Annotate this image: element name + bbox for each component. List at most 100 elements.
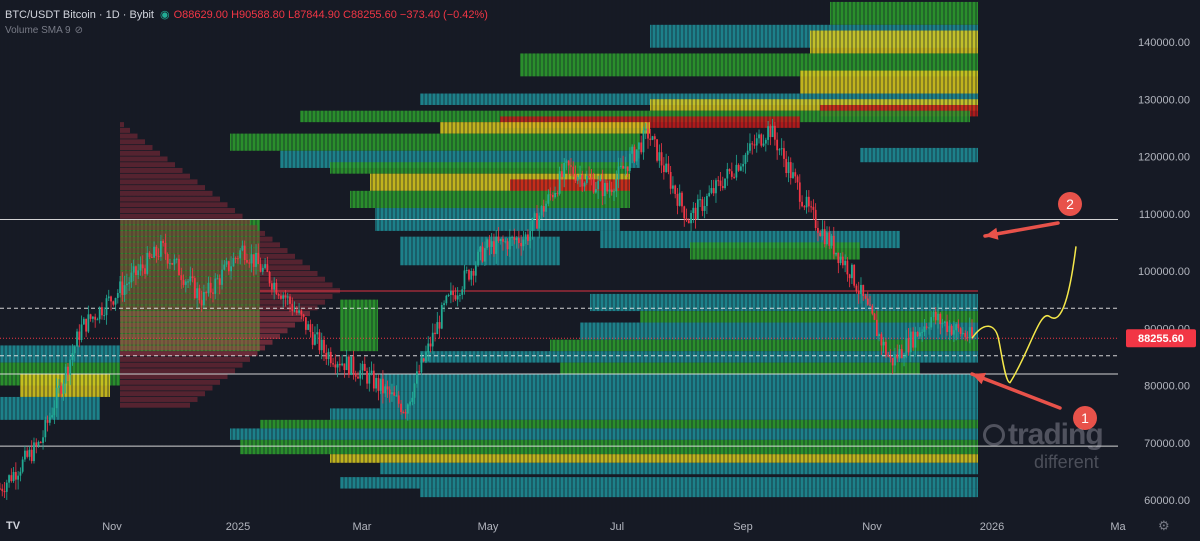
candle-body [803,206,806,208]
candle-body [753,144,756,146]
candle-body [132,266,135,273]
arrow-2-head [985,227,999,240]
candle-body [62,383,65,394]
candle-body [300,310,303,315]
candle-body [937,313,939,321]
volume-profile-bar [120,208,235,214]
candle-body [871,305,874,314]
candle-body [622,165,624,169]
price-axis[interactable]: 140000.00 130000.00 120000.00 110000.00 1000… [1118,0,1200,541]
candle-body [55,387,58,409]
candle-body [762,143,765,146]
hide-eye-icon[interactable]: ⊘ [74,25,83,36]
watermark-logo-icon [983,424,1005,446]
volume-profile-bar [120,219,250,225]
candle-body [363,363,366,371]
annotation-arrows[interactable]: 21 [970,192,1097,430]
candle-body [900,349,903,359]
candle-body [277,294,280,296]
marker-1[interactable] [1073,406,1097,430]
arrow-1-head [972,372,986,385]
candle-body [798,182,801,202]
candle-body [218,278,221,285]
candle-body [862,284,865,296]
candle-body [574,174,577,181]
candle-body [631,146,634,154]
candle-body [320,339,323,351]
candle-body [28,449,31,457]
candle-body [266,264,269,273]
candle-body [866,298,869,305]
candle-body [787,162,790,174]
candle-body [832,235,835,255]
last-price-badge[interactable] [1126,329,1196,348]
candle-body [594,189,597,193]
candle-body [785,158,788,174]
candle-body [379,378,382,391]
candle-body [801,201,803,207]
candle-body [504,241,507,243]
time-tick-label: 2025 [226,521,250,533]
candle-body [749,143,751,151]
time-tick-label: 2026 [980,521,1004,533]
candle-body [391,392,393,395]
candle-body [12,471,15,482]
candle-body [570,165,572,167]
candle-body [683,206,686,219]
candle-body [681,192,683,207]
volume-profile-bar [120,374,228,380]
candle-body [966,337,969,339]
indicator-legend[interactable]: Volume SMA 9 ⊘ [5,25,83,36]
candle-body [24,450,26,460]
candle-body [386,386,389,390]
candle-body [930,317,933,328]
candle-body [420,358,423,373]
arrow-1[interactable] [970,372,1062,410]
candle-body [404,412,407,414]
candle-body [590,177,593,180]
candle-body [869,304,871,306]
candle-body [307,324,310,330]
tradingview-logo-icon[interactable]: TV [6,520,21,532]
price-tick-label: 70000.00 [1144,438,1190,450]
time-tick-label: Sep [733,521,753,533]
candle-body [418,371,421,373]
candle-body [477,251,479,266]
candle-body [810,206,813,208]
candle-body [773,125,776,140]
candle-body [608,189,611,192]
candle-body [658,152,661,161]
candle-body [470,270,473,280]
volume-profile-bar [120,385,213,391]
candle-body [384,386,387,394]
heatmap-band [340,477,978,489]
candle-body [493,241,495,254]
candle-body [352,356,355,374]
projected-path[interactable] [971,246,1077,384]
candle-body [538,215,541,229]
candle-body [916,331,919,337]
candle-body [246,260,248,263]
volume-profile-bar [120,236,273,242]
candle-body [409,401,411,405]
volume-profile-bar [120,145,153,151]
symbol-title[interactable]: BTC/USDT Bitcoin · 1D · Bybit [5,9,154,21]
time-axis[interactable]: Nov 2025 Mar May Jul Sep Nov 2026 Ma [0,515,1200,541]
candle-body [225,261,228,265]
marker-2[interactable] [1058,192,1082,216]
volume-profile-bar [120,167,183,173]
candle-body [150,256,153,258]
settings-gear-icon[interactable]: ⚙ [1158,518,1170,533]
candle-body [309,324,312,332]
volume-profile-bar [120,379,220,385]
candle-body [851,264,853,279]
candle-body [284,295,287,298]
candle-body [583,182,586,187]
candle-body [291,303,294,312]
candle-body [221,269,223,285]
candle-body [853,264,856,286]
candle-body [357,376,359,379]
candle-body [597,180,600,190]
candle-body [273,282,276,290]
